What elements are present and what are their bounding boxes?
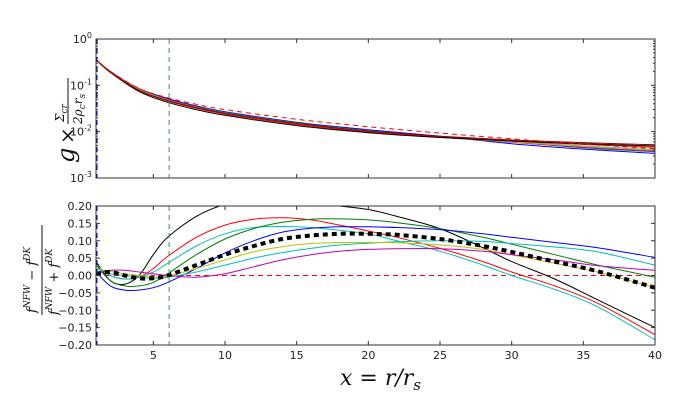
y-tick-label: −0.05 [58, 287, 92, 300]
x-tick-label: 5 [150, 349, 157, 362]
x-axis-label: x = r/rs [340, 366, 421, 394]
svg-text:Σcr: Σcr [53, 103, 70, 123]
bottom-panel: 5 10 15 20 25 30 35 40 0.20 0.15 0.10 0.05 0.00 −0.05… [23, 200, 662, 394]
x-tick-label: 40 [648, 349, 662, 362]
y-tick-label: 10-3 [70, 170, 92, 185]
x-tick-label: 25 [433, 349, 447, 362]
y-tick-label: 100 [73, 31, 92, 46]
svg-text:fNFW − fDK: fNFW − fDK [23, 246, 40, 314]
x-tick-label: 10 [218, 349, 232, 362]
series-line-cyan-2 [96, 240, 655, 279]
y-tick-label: 0.15 [68, 217, 93, 230]
bottom-series-lines [96, 206, 655, 345]
y-tick-label: −0.10 [58, 304, 92, 317]
y-tick-label: 0.05 [68, 252, 93, 265]
x-tick-label: 20 [361, 349, 375, 362]
series-line-mean [96, 231, 655, 290]
x-tick-label: 35 [576, 349, 590, 362]
y-tick-label: −0.20 [58, 339, 92, 352]
series-line-reference [96, 59, 655, 150]
y-tick-label: 10-1 [70, 77, 92, 92]
bottom-y-axis-label: fNFW − fDK fNFW + fDK [23, 225, 62, 316]
series-line-dark-red [96, 59, 655, 146]
series-line-blue [96, 226, 655, 292]
top-axes-frame [95, 38, 656, 179]
top-series-lines [96, 39, 655, 178]
top-y-axis-label: g × Σcr 2ρcrs [52, 78, 88, 163]
series-line-black [96, 59, 655, 147]
x-tick-label: 15 [290, 349, 304, 362]
series-line-black [96, 206, 655, 329]
y-tick-label: −0.15 [58, 322, 92, 335]
y-tick-label: 0.10 [68, 235, 93, 248]
svg-text:2ρcrs: 2ρcrs [71, 94, 88, 126]
series-line-cyan [96, 225, 655, 341]
y-tick-label: 0.20 [68, 200, 93, 213]
svg-text:x = r/rs: x = r/rs [340, 366, 421, 394]
y-tick-label: 0.00 [68, 270, 93, 283]
svg-text:g: g [52, 148, 80, 163]
series-line-magenta [96, 247, 655, 278]
svg-text:×: × [55, 127, 79, 144]
series-line-blue [96, 59, 655, 154]
bottom-ticks: 5 10 15 20 25 30 35 40 0.20 0.15 0.10 0.05 0.00 −0.05… [58, 200, 662, 362]
x-tick-label: 30 [505, 349, 519, 362]
